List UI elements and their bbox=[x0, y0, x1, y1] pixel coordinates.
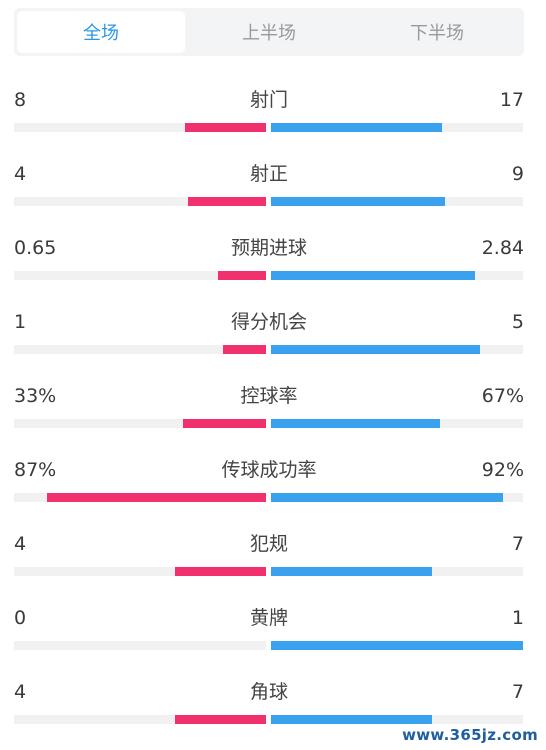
away-bar bbox=[271, 641, 523, 650]
tab-second-half[interactable]: 下半场 bbox=[410, 23, 464, 44]
away-bar-track bbox=[271, 271, 523, 280]
home-value: 1 bbox=[14, 311, 27, 333]
tab-full-match[interactable]: 全场 bbox=[17, 11, 185, 53]
home-bar-track bbox=[14, 715, 266, 724]
home-bar bbox=[218, 271, 266, 280]
stat-label: 犯规 bbox=[249, 533, 288, 555]
stat-label: 角球 bbox=[249, 681, 288, 703]
home-value: 0.65 bbox=[14, 237, 57, 259]
stat-label: 黄牌 bbox=[249, 607, 288, 629]
home-bar bbox=[175, 715, 266, 724]
home-value: 0 bbox=[14, 607, 27, 629]
home-bar bbox=[188, 197, 266, 206]
away-bar bbox=[271, 715, 432, 724]
away-bar-track bbox=[271, 493, 523, 502]
away-bar-track bbox=[271, 641, 523, 650]
home-bar-track bbox=[14, 493, 266, 502]
stat-label: 射正 bbox=[249, 163, 288, 185]
away-value: 7 bbox=[511, 533, 524, 555]
home-bar bbox=[47, 493, 266, 502]
home-bar-track bbox=[14, 567, 266, 576]
home-bar-track bbox=[14, 419, 266, 428]
home-bar-track bbox=[14, 641, 266, 650]
home-value: 8 bbox=[14, 89, 27, 111]
away-bar-track bbox=[271, 419, 523, 428]
stat-label: 预期进球 bbox=[230, 237, 307, 259]
stat-row-shots: 8 射门 17 bbox=[0, 74, 546, 148]
stat-row-yellow-cards: 0 黄牌 1 bbox=[0, 592, 546, 666]
stat-row-corners: 4 角球 7 bbox=[0, 666, 546, 740]
home-bar bbox=[175, 567, 266, 576]
away-bar bbox=[271, 493, 503, 502]
away-bar-track bbox=[271, 715, 523, 724]
away-value: 2.84 bbox=[481, 237, 524, 259]
home-bar bbox=[183, 419, 266, 428]
away-bar bbox=[271, 567, 432, 576]
away-bar-track bbox=[271, 345, 523, 354]
home-bar-track bbox=[14, 271, 266, 280]
tab-first-half[interactable]: 上半场 bbox=[242, 23, 296, 44]
home-value: 33% bbox=[14, 385, 57, 407]
away-bar bbox=[271, 197, 445, 206]
away-bar-track bbox=[271, 123, 523, 132]
home-bar-track bbox=[14, 123, 266, 132]
stat-row-big-chances: 1 得分机会 5 bbox=[0, 296, 546, 370]
away-value: 9 bbox=[511, 163, 524, 185]
away-value: 67% bbox=[481, 385, 524, 407]
stat-label: 射门 bbox=[249, 89, 288, 111]
stat-row-possession: 33% 控球率 67% bbox=[0, 370, 546, 444]
away-value: 7 bbox=[511, 681, 524, 703]
away-value: 5 bbox=[511, 311, 524, 333]
stat-label: 得分机会 bbox=[230, 311, 307, 333]
home-bar bbox=[223, 345, 266, 354]
home-value: 4 bbox=[14, 163, 27, 185]
away-bar bbox=[271, 345, 480, 354]
watermark: www.365jz.com bbox=[402, 726, 538, 744]
home-bar-track bbox=[14, 197, 266, 206]
stat-row-fouls: 4 犯规 7 bbox=[0, 518, 546, 592]
home-bar bbox=[185, 123, 266, 132]
away-bar bbox=[271, 419, 440, 428]
away-bar-track bbox=[271, 197, 523, 206]
away-bar bbox=[271, 123, 442, 132]
away-value: 92% bbox=[481, 459, 524, 481]
stat-label: 控球率 bbox=[240, 385, 298, 407]
period-tabs: 全场 上半场 下半场 bbox=[14, 8, 524, 56]
away-bar bbox=[271, 271, 475, 280]
home-value: 4 bbox=[14, 681, 27, 703]
away-bar-track bbox=[271, 567, 523, 576]
home-bar-track bbox=[14, 345, 266, 354]
stat-label: 传球成功率 bbox=[221, 459, 317, 481]
stat-row-expected-goals: 0.65 预期进球 2.84 bbox=[0, 222, 546, 296]
away-value: 17 bbox=[499, 89, 524, 111]
away-value: 1 bbox=[511, 607, 524, 629]
home-value: 4 bbox=[14, 533, 27, 555]
stat-row-pass-accuracy: 87% 传球成功率 92% bbox=[0, 444, 546, 518]
home-value: 87% bbox=[14, 459, 57, 481]
stats-list: 8 射门 17 4 射正 9 0.65 预期进球 2.84 1 得分机会 5 3… bbox=[0, 74, 546, 740]
stat-row-shots-on-target: 4 射正 9 bbox=[0, 148, 546, 222]
